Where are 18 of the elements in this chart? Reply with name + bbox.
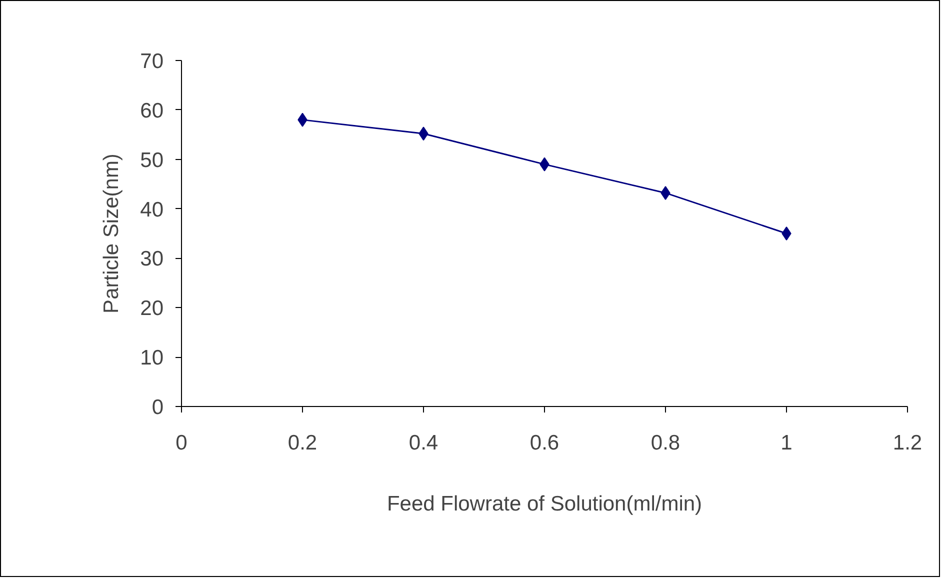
x-tick-label: 0.6 <box>530 432 560 454</box>
x-tick-label: 1.2 <box>892 432 922 454</box>
y-tick-label: 10 <box>140 346 164 370</box>
x-tick-label: 0.4 <box>408 432 438 454</box>
y-axis-title: Particle Size(nm) <box>100 154 124 314</box>
y-tick-label: 40 <box>140 198 164 222</box>
x-tick-label: 0 <box>176 432 188 454</box>
point <box>782 226 792 240</box>
y-tick-label: 50 <box>140 148 164 172</box>
x-tick-label: 0.2 <box>288 432 318 454</box>
x-tick-label: 0.8 <box>650 432 680 454</box>
y-tick-label: 70 <box>140 50 164 73</box>
y-tick-label: 20 <box>140 297 164 320</box>
x-tick-label: 1 <box>780 432 792 454</box>
x-axis-title: Feed Flowrate of Solution(ml/min) <box>386 492 702 516</box>
y-tick-label: 30 <box>140 248 164 271</box>
y-tick-label: 60 <box>140 99 164 122</box>
y-tick-label: 0 <box>152 396 164 419</box>
